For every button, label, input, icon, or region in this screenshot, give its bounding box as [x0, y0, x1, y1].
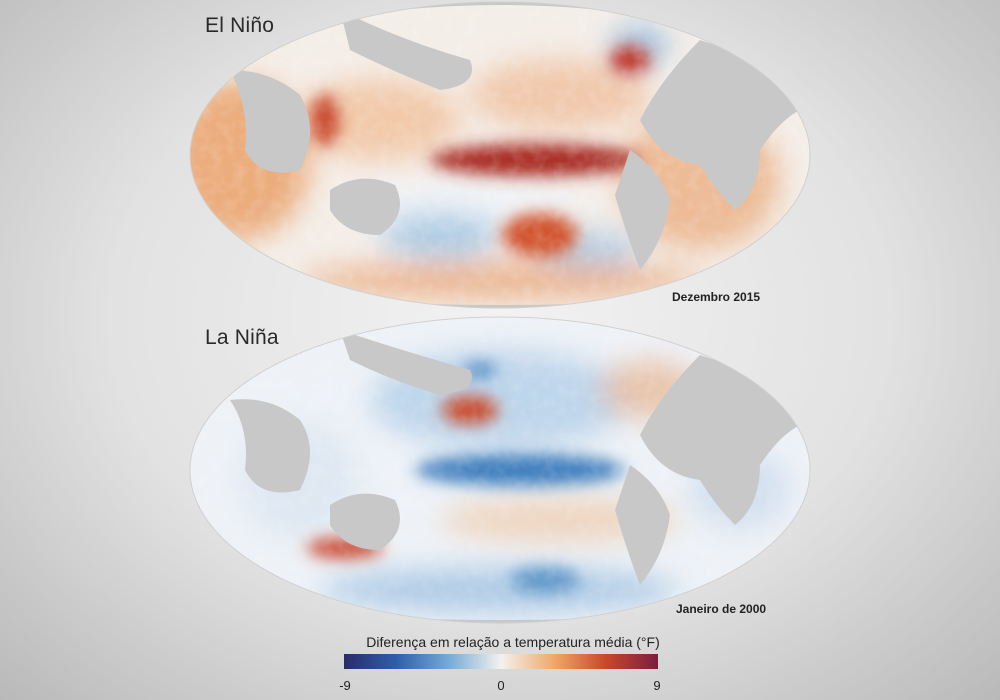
el-nino-map-outline — [189, 1, 811, 309]
el-nino-date: Dezembro 2015 — [672, 290, 761, 304]
legend-colorbar — [344, 654, 658, 669]
legend-tick-max: 9 — [653, 678, 661, 693]
el-nino-map — [190, 2, 810, 308]
la-nina-land — [200, 330, 800, 623]
la-nina-date: Janeiro de 2000 — [676, 602, 767, 616]
el-nino-title: El Niño — [205, 14, 275, 37]
legend-tick-zero: 0 — [497, 678, 505, 693]
la-nina-map — [190, 317, 810, 623]
legend-tick-min: -9 — [339, 678, 351, 693]
la-nina-title: La Niña — [205, 326, 279, 349]
la-nina-map-outline — [189, 316, 811, 624]
legend-title: Diferença em relação a temperatura média… — [366, 634, 660, 650]
